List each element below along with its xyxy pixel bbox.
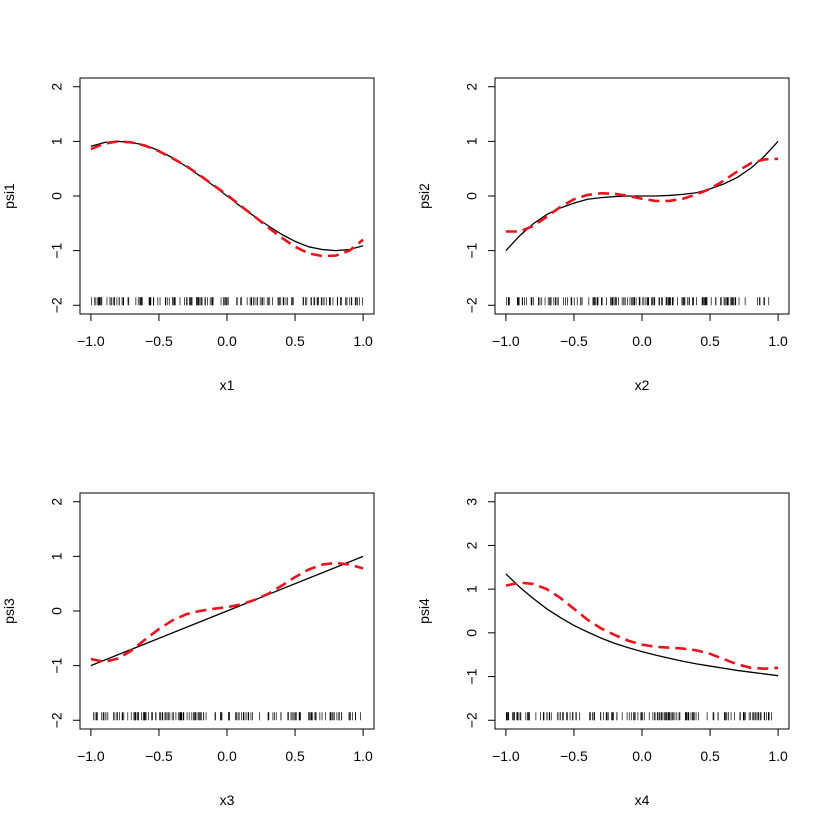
x-tick-label: 1.0: [768, 748, 788, 764]
x-tick-label: 0.0: [217, 333, 237, 349]
panel-psi2: −1.0 −0.5 0.0 0.5 1.0 −2 −1 0 1 2 x2 psi2: [416, 77, 790, 393]
series-line-dashed: [90, 140, 364, 258]
panel-psi4: −1.0 −0.5 0.0 0.5 1.0 −2 −1 0 1 2 3 x4 psi4: [416, 492, 790, 808]
x-axis: −1.0 −0.5 0.0 0.5 1.0: [77, 313, 373, 349]
x-tick-label: −1.0: [492, 748, 520, 764]
x-tick-label: 1.0: [353, 748, 373, 764]
y-tick-label: 1: [464, 585, 480, 593]
x-tick-label: 0.0: [632, 333, 652, 349]
x-axis: −1.0 −0.5 0.0 0.5 1.0: [492, 313, 788, 349]
y-axis: −2 −1 0 1 2 3: [464, 498, 496, 728]
x-tick-label: 0.0: [217, 748, 237, 764]
y-axis: −2 −1 0 1 2: [49, 498, 81, 728]
x-axis-label: x3: [220, 792, 235, 808]
x-tick-label: 0.5: [700, 748, 720, 764]
panel-psi3: −1.0 −0.5 0.0 0.5 1.0 −2 −1 0 1 2 x3 psi3: [1, 492, 375, 808]
y-axis-label: psi3: [1, 598, 17, 624]
x-axis-label: x4: [635, 792, 650, 808]
x-tick-label: 1.0: [768, 333, 788, 349]
series-line-dashed: [90, 561, 364, 664]
y-tick-label: 2: [49, 83, 65, 91]
y-tick-label: −2: [49, 297, 65, 313]
x-tick-label: −0.5: [560, 333, 588, 349]
y-tick-label: −2: [49, 712, 65, 728]
x-axis: −1.0 −0.5 0.0 0.5 1.0: [77, 728, 373, 764]
y-tick-label: 0: [49, 607, 65, 615]
series-line-solid: [90, 555, 364, 667]
x-tick-label: 0.5: [285, 333, 305, 349]
panel-psi1: −1.0 −0.5 0.0 0.5 1.0 −2 −1 0 1 2 x1 psi1: [1, 77, 375, 393]
y-tick-label: 2: [464, 83, 480, 91]
y-tick-label: −1: [49, 657, 65, 673]
y-axis-label: psi2: [416, 183, 432, 209]
y-tick-label: 0: [464, 629, 480, 637]
y-tick-label: −1: [464, 668, 480, 684]
y-tick-label: 2: [49, 498, 65, 506]
rug-marks: [506, 297, 770, 306]
y-tick-label: 1: [49, 552, 65, 560]
x-axis-label: x2: [635, 377, 650, 393]
series-line-dashed: [505, 157, 779, 233]
x-tick-label: 0.5: [700, 333, 720, 349]
x-tick-label: −0.5: [145, 333, 173, 349]
y-tick-label: 1: [49, 137, 65, 145]
series-line-solid: [505, 573, 779, 677]
y-axis-label: psi4: [416, 598, 432, 624]
y-tick-label: 1: [464, 137, 480, 145]
y-tick-label: −2: [464, 712, 480, 728]
x-tick-label: −1.0: [492, 333, 520, 349]
series-line-solid: [90, 140, 364, 252]
y-tick-label: 2: [464, 541, 480, 549]
y-axis-label: psi1: [1, 183, 17, 209]
x-tick-label: 0.0: [632, 748, 652, 764]
x-tick-label: −0.5: [560, 748, 588, 764]
y-tick-label: −1: [464, 242, 480, 258]
y-tick-label: −1: [49, 242, 65, 258]
y-tick-label: 3: [464, 498, 480, 506]
series-line-dashed: [505, 581, 779, 670]
y-axis: −2 −1 0 1 2: [464, 83, 496, 313]
rug-marks: [91, 297, 363, 306]
x-tick-label: −0.5: [145, 748, 173, 764]
x-axis: −1.0 −0.5 0.0 0.5 1.0: [492, 728, 788, 764]
x-tick-label: 0.5: [285, 748, 305, 764]
rug-marks: [93, 712, 361, 721]
rug-marks: [505, 712, 772, 721]
y-tick-label: 0: [464, 192, 480, 200]
y-axis: −2 −1 0 1 2: [49, 83, 81, 313]
x-tick-label: −1.0: [77, 333, 105, 349]
y-tick-label: 0: [49, 192, 65, 200]
x-tick-label: 1.0: [353, 333, 373, 349]
series-line-solid: [505, 140, 779, 252]
y-tick-label: −2: [464, 297, 480, 313]
x-tick-label: −1.0: [77, 748, 105, 764]
x-axis-label: x1: [220, 377, 235, 393]
plot-frame: [494, 492, 790, 730]
